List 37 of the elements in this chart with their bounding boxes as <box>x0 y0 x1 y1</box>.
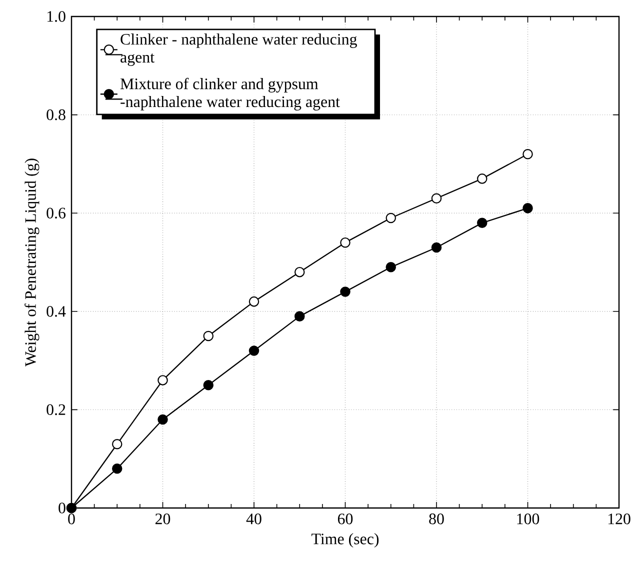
y-tick-label: 0.8 <box>46 109 66 120</box>
y-tick-label: 0.6 <box>46 208 66 219</box>
point <box>476 174 488 184</box>
point <box>386 212 396 224</box>
x-axis-title: Time (sec) <box>312 533 379 548</box>
x-tick-label: 0 <box>68 514 75 524</box>
x-tick-label: 20 <box>155 514 170 524</box>
point <box>340 237 350 248</box>
x-tick-label: 100 <box>517 514 540 524</box>
point <box>522 148 533 160</box>
y-tick-label: 1.0 <box>47 11 66 22</box>
point <box>386 262 396 272</box>
point <box>294 311 305 322</box>
point <box>522 203 533 214</box>
y-axis-title: Weight of Penetrating Liquid (g) <box>24 158 40 367</box>
point <box>476 218 488 228</box>
point <box>340 286 350 297</box>
x-tick-label: 80 <box>429 514 444 524</box>
point <box>203 380 214 390</box>
point <box>112 464 122 474</box>
x-tick-label: 120 <box>608 514 630 524</box>
point <box>158 375 168 386</box>
point <box>431 242 442 253</box>
x-tick-label: 60 <box>338 514 353 524</box>
y-tick-label: 0.2 <box>46 404 66 416</box>
point <box>248 296 260 307</box>
y-tick-label: 0 <box>58 502 66 514</box>
point <box>431 193 442 204</box>
point <box>248 346 260 356</box>
point <box>203 330 214 342</box>
x-tick-label: 40 <box>246 514 262 524</box>
legend-label: Mixture of clinker and gypsum -naphthalene water reducing agent <box>120 78 340 110</box>
point <box>112 438 122 450</box>
point <box>294 266 305 278</box>
legend-label: Clinker - naphthalene water reducing agent <box>120 33 357 66</box>
point <box>158 414 168 425</box>
y-tick-label: 0.4 <box>46 306 66 317</box>
